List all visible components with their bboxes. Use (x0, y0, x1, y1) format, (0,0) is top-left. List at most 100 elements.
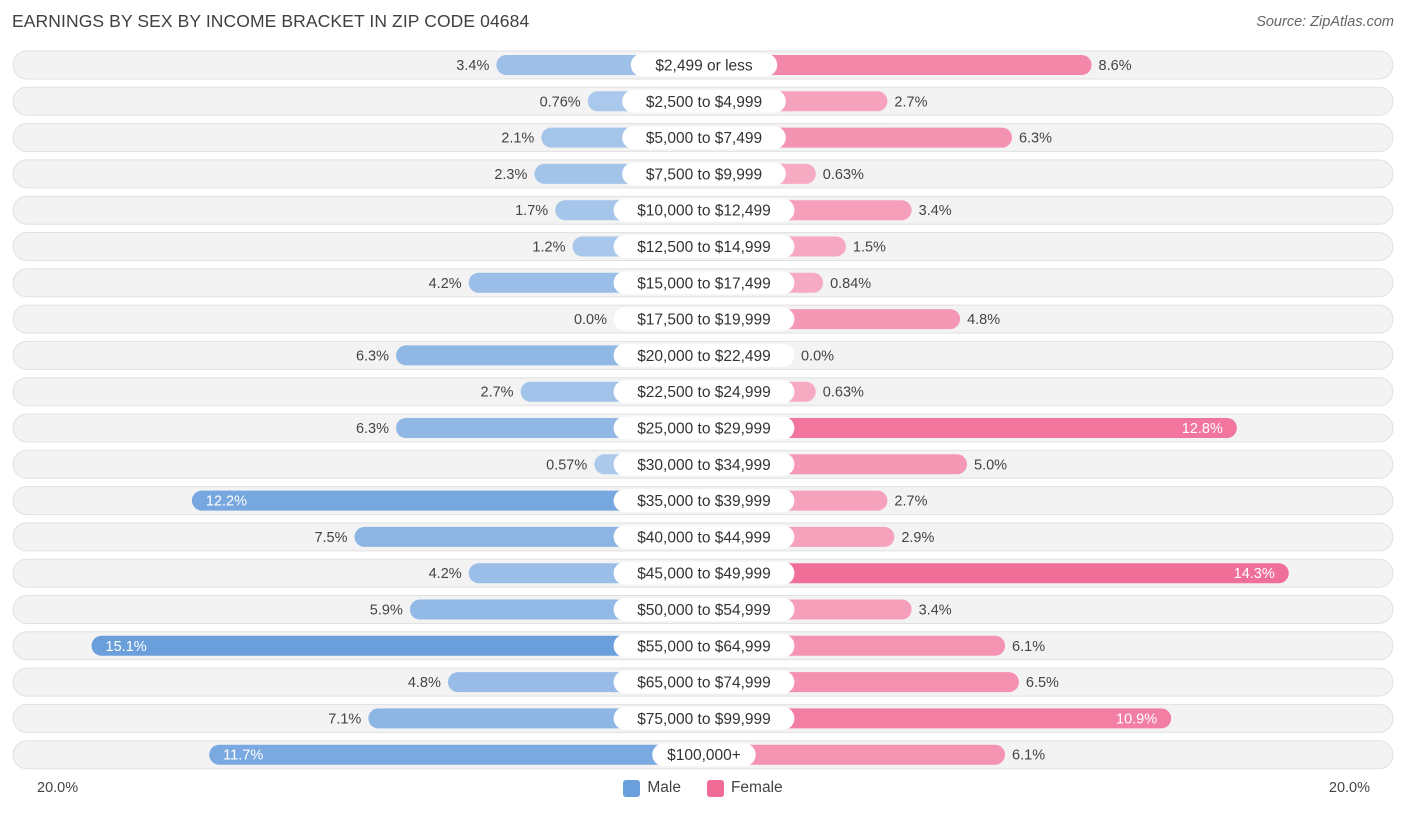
value-label-male: 4.2% (429, 566, 462, 582)
value-label-female: 0.84% (830, 276, 871, 292)
category-label: $2,499 or less (655, 58, 753, 75)
category-label: $55,000 to $64,999 (637, 638, 771, 655)
axis-label-right: 20.0% (1328, 780, 1370, 796)
legend: Male Female (0, 779, 1406, 797)
category-label: $15,000 to $17,499 (637, 275, 771, 292)
value-label-female: 0.63% (823, 385, 864, 401)
source-credit: Source: ZipAtlas.com (1256, 14, 1394, 30)
value-label-male: 2.1% (501, 131, 534, 147)
category-label: $50,000 to $54,999 (637, 602, 771, 619)
value-label-female: 4.8% (967, 312, 1000, 328)
category-pill (622, 89, 786, 113)
category-label: $22,500 to $24,999 (637, 384, 771, 401)
value-label-female: 1.5% (853, 240, 886, 256)
category-label: $75,000 to $99,999 (637, 711, 771, 728)
category-label: $30,000 to $34,999 (637, 457, 771, 474)
value-label-female: 0.63% (823, 167, 864, 183)
category-pill (613, 670, 795, 694)
category-pill (613, 198, 795, 222)
category-label: $7,500 to $9,999 (646, 166, 762, 183)
value-label-male: 11.7% (223, 748, 263, 764)
category-pill (613, 706, 795, 730)
bar-female (704, 563, 1289, 584)
category-pill (613, 561, 795, 585)
value-label-female: 14.3% (1234, 566, 1275, 582)
legend-swatch-male (623, 779, 641, 797)
value-label-female: 12.8% (1182, 421, 1223, 437)
value-label-male: 3.4% (456, 58, 489, 74)
legend-label-male: Male (647, 779, 681, 796)
value-label-male: 4.2% (429, 276, 462, 292)
category-label: $12,500 to $14,999 (637, 239, 771, 256)
value-label-female: 2.7% (894, 94, 927, 110)
value-label-male: 6.3% (356, 421, 389, 437)
category-pill (622, 126, 786, 150)
value-label-female: 0.0% (801, 348, 834, 364)
value-label-female: 3.4% (919, 203, 952, 219)
value-label-male: 0.76% (540, 94, 581, 110)
category-pill (630, 53, 778, 77)
value-label-male: 4.8% (408, 675, 441, 691)
value-label-male: 7.5% (314, 530, 347, 546)
chart-title: EARNINGS BY SEX BY INCOME BRACKET IN ZIP… (12, 11, 530, 31)
value-label-male: 7.1% (328, 711, 361, 727)
value-label-female: 6.3% (1019, 131, 1052, 147)
value-label-male: 5.9% (370, 603, 403, 619)
category-pill (613, 416, 795, 440)
category-label: $5,000 to $7,499 (646, 130, 762, 147)
category-pill (613, 634, 795, 658)
category-label: $65,000 to $74,999 (637, 675, 771, 692)
category-label: $25,000 to $29,999 (637, 421, 771, 438)
value-label-male: 15.1% (106, 639, 147, 655)
value-label-female: 8.6% (1099, 58, 1132, 74)
category-pill (613, 380, 795, 404)
category-pill (613, 452, 795, 476)
value-label-female: 6.1% (1012, 748, 1045, 764)
legend-swatch-female (706, 779, 724, 797)
value-label-male: 0.0% (574, 312, 607, 328)
value-label-female: 6.1% (1012, 639, 1045, 655)
category-label: $45,000 to $49,999 (637, 566, 771, 583)
category-pill (613, 271, 795, 295)
bar-male (209, 744, 704, 765)
category-label: $2,500 to $4,999 (646, 94, 762, 111)
axis-label-left: 20.0% (37, 780, 79, 796)
category-label: $35,000 to $39,999 (637, 493, 771, 510)
category-pill (613, 343, 795, 367)
bar-female (704, 708, 1172, 729)
bar-female (704, 744, 1006, 765)
value-label-female: 2.7% (894, 494, 927, 510)
legend-item-male[interactable]: Male (623, 779, 681, 797)
category-label: $40,000 to $44,999 (637, 529, 771, 546)
value-label-male: 2.7% (481, 385, 514, 401)
value-label-female: 5.0% (974, 457, 1007, 473)
category-label: $10,000 to $12,499 (637, 203, 771, 220)
category-pill (613, 235, 795, 258)
category-pill (652, 743, 756, 767)
bar-female (704, 55, 1092, 75)
value-label-female: 10.9% (1116, 711, 1157, 727)
bar-female (704, 418, 1237, 438)
value-label-female: 6.5% (1026, 675, 1059, 691)
value-label-male: 0.57% (546, 457, 587, 473)
category-pill (622, 162, 786, 186)
value-label-male: 1.7% (515, 203, 548, 219)
bar-male (191, 490, 704, 511)
legend-item-female[interactable]: Female (706, 779, 783, 797)
category-pill (613, 489, 795, 513)
legend-label-female: Female (730, 779, 783, 796)
value-label-female: 3.4% (919, 603, 952, 619)
category-pill (613, 307, 795, 331)
value-label-female: 2.9% (901, 530, 934, 546)
value-label-male: 2.3% (494, 167, 527, 183)
bar-male (91, 635, 705, 656)
category-label: $17,500 to $19,999 (637, 312, 771, 329)
category-label: $20,000 to $22,499 (637, 348, 771, 365)
category-label: $100,000+ (667, 747, 741, 764)
value-label-male: 6.3% (356, 348, 389, 364)
category-pill (613, 598, 795, 621)
value-label-male: 12.2% (206, 494, 247, 510)
category-pill (613, 525, 795, 549)
value-label-male: 1.2% (532, 240, 565, 256)
